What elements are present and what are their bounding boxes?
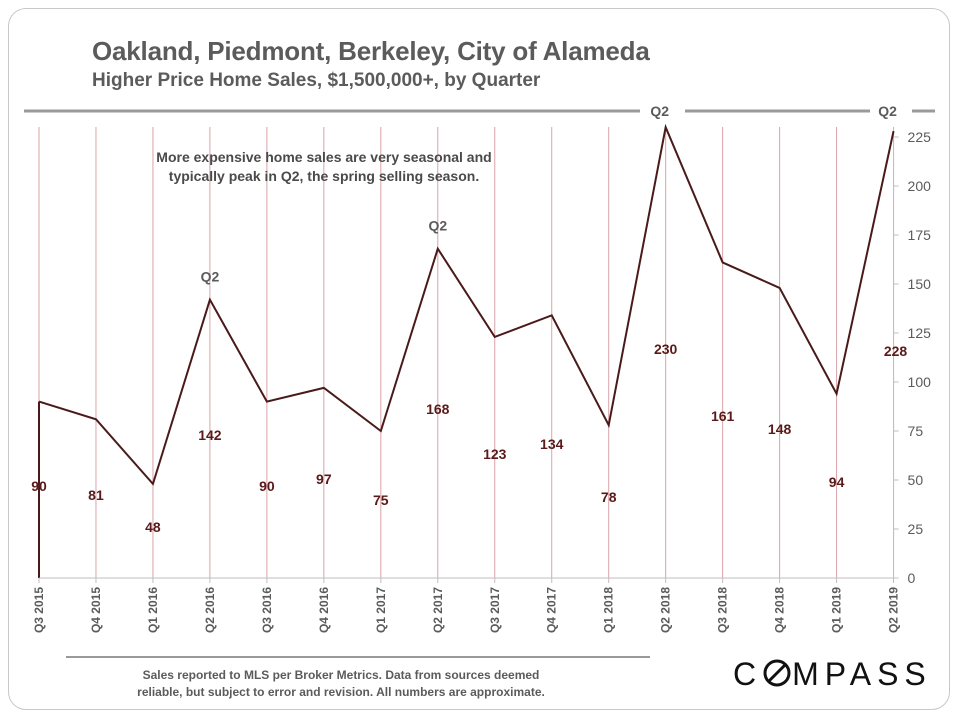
chart-title: Oakland, Piedmont, Berkeley, City of Ala… bbox=[92, 36, 650, 66]
data-label: 142 bbox=[198, 427, 222, 443]
gridlines bbox=[38, 127, 895, 578]
data-label: 78 bbox=[601, 489, 617, 505]
footnote-line-1: Sales reported to MLS per Broker Metrics… bbox=[142, 668, 540, 682]
peak-labels: Q2 Q2 Q2 Q2 bbox=[201, 103, 898, 285]
data-label: 161 bbox=[711, 408, 735, 424]
value-labels: 90 81 48 142 90 97 75 168 123 134 78 230 161 148 94 228 bbox=[31, 341, 907, 535]
data-label: 94 bbox=[829, 474, 845, 490]
y-tick-label: 100 bbox=[908, 374, 932, 390]
x-tick-label: Q1 2019 bbox=[830, 587, 844, 633]
y-tick-label: 125 bbox=[908, 325, 932, 341]
x-tick-label: Q3 2018 bbox=[716, 587, 730, 633]
x-tick-label: Q1 2016 bbox=[146, 587, 160, 633]
peak-label: Q2 bbox=[428, 218, 447, 234]
y-tick-label: 200 bbox=[908, 178, 932, 194]
y-tick-label: 25 bbox=[908, 521, 924, 537]
annotation-line-1: More expensive home sales are very seaso… bbox=[156, 149, 491, 165]
peak-label: Q2 bbox=[201, 269, 220, 285]
peak-label: Q2 bbox=[878, 103, 897, 119]
logo-o-mark bbox=[762, 656, 792, 693]
logo-text-end: MPASS bbox=[792, 656, 932, 692]
data-label: 228 bbox=[884, 343, 908, 359]
y-tick-label: 225 bbox=[908, 129, 932, 145]
x-tick-label: Q3 2015 bbox=[32, 587, 46, 633]
data-label: 90 bbox=[31, 478, 47, 494]
y-tick-label: 0 bbox=[908, 570, 916, 586]
data-label: 123 bbox=[483, 446, 507, 462]
data-label: 75 bbox=[373, 492, 389, 508]
x-tick-label: Q1 2018 bbox=[602, 587, 616, 633]
x-tick-label: Q4 2015 bbox=[89, 587, 103, 633]
data-label: 148 bbox=[768, 421, 792, 437]
x-tick-label: Q1 2017 bbox=[374, 587, 388, 633]
x-tick-label: Q4 2018 bbox=[773, 587, 787, 633]
data-label: 90 bbox=[259, 478, 275, 494]
x-tick-label: Q3 2017 bbox=[488, 587, 502, 633]
logo-text-start: C bbox=[733, 656, 763, 692]
data-label: 48 bbox=[145, 519, 161, 535]
annotation-line-2: typically peak in Q2, the spring selling… bbox=[169, 168, 479, 184]
data-label: 81 bbox=[88, 487, 104, 503]
footnote-line-2: reliable, but subject to error and revis… bbox=[137, 685, 545, 699]
footnote: Sales reported to MLS per Broker Metrics… bbox=[96, 667, 586, 701]
chart-subtitle: Higher Price Home Sales, $1,500,000+, by… bbox=[92, 70, 541, 91]
data-label: 97 bbox=[316, 471, 332, 487]
slide-frame bbox=[8, 8, 950, 710]
y-tick-label: 75 bbox=[908, 423, 924, 439]
x-tick-label: Q4 2017 bbox=[545, 587, 559, 633]
y-axis: 0 25 50 75 100 125 150 175 200 225 bbox=[38, 127, 932, 586]
x-axis: Q3 2015 Q4 2015 Q1 2016 Q2 2016 Q3 2016 Q4 20… bbox=[32, 577, 901, 633]
series-line bbox=[38, 123, 895, 486]
x-tick-label: Q3 2016 bbox=[260, 587, 274, 633]
y-tick-label: 150 bbox=[908, 276, 932, 292]
peak-label: Q2 bbox=[650, 103, 669, 119]
y-tick-label: 175 bbox=[908, 227, 932, 243]
x-tick-label: Q2 2017 bbox=[431, 587, 445, 633]
data-label: 230 bbox=[654, 341, 678, 357]
x-tick-label: Q2 2018 bbox=[659, 587, 673, 633]
data-label: 168 bbox=[426, 401, 450, 417]
y-tick-label: 50 bbox=[908, 472, 924, 488]
compass-logo: C MPASS bbox=[733, 656, 932, 693]
x-tick-label: Q2 2016 bbox=[203, 587, 217, 633]
data-label: 134 bbox=[540, 436, 564, 452]
x-tick-label: Q4 2016 bbox=[317, 587, 331, 633]
x-tick-label: Q2 2019 bbox=[887, 587, 901, 633]
